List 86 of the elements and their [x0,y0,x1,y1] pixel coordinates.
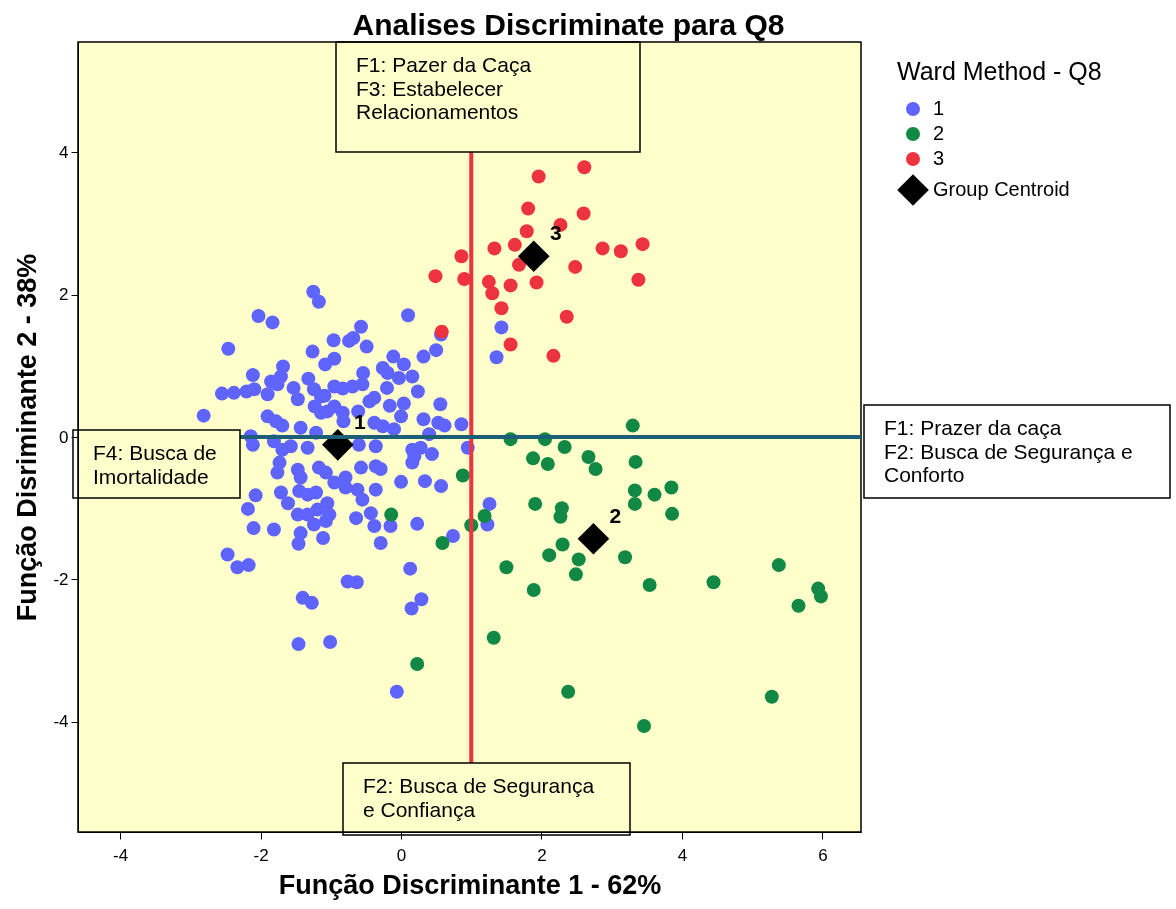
annotation: F1: Pazer da Caça F3: Estabelecer Relacionamentos [356,53,532,123]
y-tick-label: -2 [53,569,69,589]
legend-label: 3 [933,147,945,169]
legend-label: 1 [933,97,945,119]
point [487,241,502,256]
point [627,496,642,511]
point [642,578,657,593]
point [531,169,546,184]
point [494,301,509,316]
point [791,598,806,613]
point [507,237,522,252]
annotation: 1 [353,409,366,433]
point [503,337,518,352]
chart-title: Analises Discriminate para Q8 [352,8,785,42]
point [625,418,640,433]
point [526,451,541,466]
point [521,201,536,216]
y-tick-label: -4 [53,712,69,732]
point [526,583,541,597]
point [512,257,527,272]
point [542,548,557,563]
annotation: F4: Busca de Imortalidade [93,441,217,488]
legend-title: Ward Method - Q8 [897,57,1102,85]
point [664,480,679,495]
point [557,439,572,454]
x-tick-label: 6 [818,845,828,865]
x-tick-label: 4 [677,845,688,865]
y-axis-title: Função Disriminante 2 - 38% [12,253,43,622]
point [517,240,550,273]
point [528,496,543,511]
point [571,552,586,567]
point [428,269,443,284]
point [410,657,425,672]
point [529,275,544,290]
point [384,507,399,522]
point [613,244,628,259]
point [764,689,779,704]
point [477,509,492,523]
point [628,454,643,469]
point [576,206,591,221]
text: F1: Prazer da caça F2: Busca de Segurança e Conforto [884,416,1133,486]
point [577,522,610,555]
x-tick-label: 2 [537,845,547,865]
point [546,348,561,363]
point [647,487,662,502]
point [568,259,583,274]
point [635,237,650,252]
point [455,468,470,483]
point [540,457,555,472]
annotation: 2 [609,503,622,527]
point [618,550,633,565]
point [577,160,592,175]
point [581,449,596,464]
point [435,536,450,551]
annotation: 3 [549,221,562,245]
point [499,560,514,575]
point [568,567,583,582]
point [813,589,828,604]
x-tick-label: -4 [113,845,129,865]
annotation: F2: Busca de Segurança e Confiança [363,774,595,821]
point [519,224,534,239]
point [559,309,574,324]
x-axis-title: Função Discriminante 1 - 62% [278,869,662,900]
legend-label: 2 [933,122,945,144]
point [771,558,786,573]
y-tick-label: 2 [59,285,69,305]
x-tick-label: -2 [253,845,269,865]
point [454,249,469,264]
y-tick-label: 4 [59,142,69,162]
point [627,483,642,498]
point [503,278,518,293]
y-tick-label: 0 [59,427,69,447]
x-tick-label: 0 [396,845,407,865]
point [481,274,496,289]
point [588,462,603,477]
legend-label: Group Centroid [933,178,1070,200]
point [706,575,721,590]
point [631,272,646,287]
point [486,630,501,645]
point [637,718,652,733]
point [665,506,680,521]
point [595,241,610,256]
point [555,537,570,552]
point [553,509,568,524]
point [485,286,500,301]
point [561,684,576,699]
